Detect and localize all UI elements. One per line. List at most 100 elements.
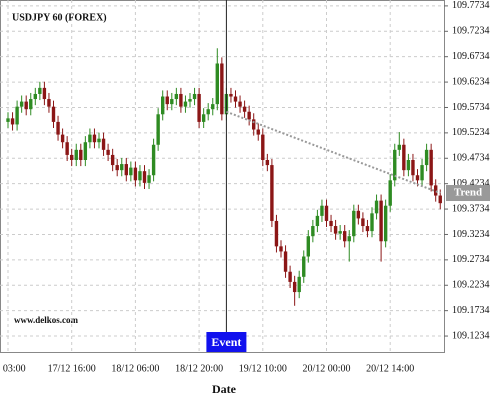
x-tick-label: 19/12 10:00	[239, 363, 287, 374]
candle-body	[233, 96, 238, 102]
candle-body	[115, 165, 119, 171]
candle-body	[311, 226, 315, 237]
y-tick-label: 109.1234	[452, 330, 490, 341]
candle-body	[283, 251, 288, 272]
chart-title: USDJPY 60 (FOREX)	[12, 12, 107, 23]
candle-body	[220, 63, 224, 115]
watermark: www.delkos.com	[14, 315, 79, 325]
candle-body	[242, 106, 247, 112]
candle-body	[206, 109, 210, 115]
y-tick-label: 109.6234	[452, 76, 490, 87]
candle-body	[270, 165, 274, 221]
y-tick-label: 109.4734	[452, 153, 490, 164]
candle-body	[288, 271, 292, 282]
candle-body	[352, 210, 356, 237]
candle-body	[424, 149, 429, 166]
y-tick-label: 109.2234	[452, 280, 490, 291]
event-box	[206, 332, 247, 352]
y-tick-label: 109.5234	[452, 127, 490, 138]
candle-body	[120, 164, 124, 171]
candle-body	[97, 138, 101, 143]
candle-body	[60, 134, 65, 143]
candle-body	[265, 160, 270, 166]
candle-body	[229, 93, 233, 97]
candle-body	[19, 101, 24, 107]
x-tick-label: 20/12 14:00	[366, 363, 414, 374]
candle-body	[65, 142, 69, 155]
candle-body	[429, 149, 433, 186]
candle-body	[320, 205, 324, 216]
y-tick-label: 109.2734	[452, 254, 490, 265]
candle-body	[156, 114, 160, 145]
candle-body	[15, 106, 19, 125]
candle-body	[338, 231, 342, 234]
candle-body	[315, 215, 320, 227]
candle-body	[38, 87, 42, 94]
candle-body	[83, 142, 88, 160]
plot-area	[0, 0, 445, 353]
candle-body	[188, 99, 192, 102]
candle-body	[374, 200, 379, 214]
x-axis-label: Date	[212, 382, 237, 396]
candle-body	[397, 144, 401, 150]
trend-label: Trend	[454, 187, 482, 199]
x-tick-label: 12 03:00	[0, 363, 26, 374]
candle-body	[302, 256, 306, 277]
candle-body	[101, 138, 106, 150]
candle-body	[420, 165, 424, 181]
candle-body	[356, 210, 361, 219]
candle-body	[197, 93, 201, 122]
y-tick-label: 109.5734	[452, 102, 490, 113]
candle-body	[151, 144, 156, 176]
candle-body	[402, 144, 406, 171]
candle-body	[29, 99, 33, 110]
candle-body	[365, 226, 370, 232]
candle-body	[434, 185, 438, 196]
candle-body	[138, 171, 142, 181]
candle-body	[347, 236, 351, 242]
y-tick-label: 109.7734	[452, 0, 490, 11]
x-tick-label: 18/12 20:00	[175, 363, 223, 374]
candle-body	[388, 180, 392, 206]
candle-body	[393, 149, 397, 181]
candle-body	[183, 101, 188, 107]
candle-body	[274, 220, 279, 247]
x-tick-label: 17/12 16:00	[48, 363, 96, 374]
candle-body	[438, 195, 442, 204]
candle-body	[333, 226, 338, 234]
y-tick-label: 109.3734	[452, 203, 490, 214]
candle-body	[343, 231, 347, 242]
candle-body	[165, 96, 169, 105]
candle-body	[415, 175, 420, 181]
candle-body	[92, 134, 97, 143]
candle-body	[161, 96, 165, 115]
candle-body	[379, 200, 383, 242]
candle-body	[56, 121, 60, 135]
trend-box	[446, 185, 490, 202]
candle-body	[142, 171, 147, 183]
candle-body	[306, 236, 310, 257]
candle-body	[33, 93, 37, 100]
candle-body	[24, 101, 28, 110]
candle-body	[6, 118, 10, 122]
candle-body	[129, 167, 133, 176]
candle-body	[238, 101, 242, 107]
candle-body	[297, 276, 301, 293]
candle-body	[124, 164, 128, 176]
candle-body	[192, 93, 197, 100]
y-tick-label: 109.3234	[452, 229, 490, 240]
candle-body	[179, 93, 183, 107]
candle-body	[361, 218, 365, 227]
y-tick-label: 109.7234	[452, 26, 490, 37]
candle-body	[261, 134, 265, 160]
candle-body	[174, 93, 179, 100]
candle-body	[106, 149, 110, 155]
candle-body	[42, 87, 47, 100]
candle-body	[74, 149, 78, 160]
candle-body	[383, 205, 388, 242]
y-tick-label: 109.1734	[452, 305, 490, 316]
y-tick-label: 109.4234	[452, 178, 490, 189]
event-label: Event	[211, 335, 241, 349]
candle-body	[147, 175, 151, 183]
